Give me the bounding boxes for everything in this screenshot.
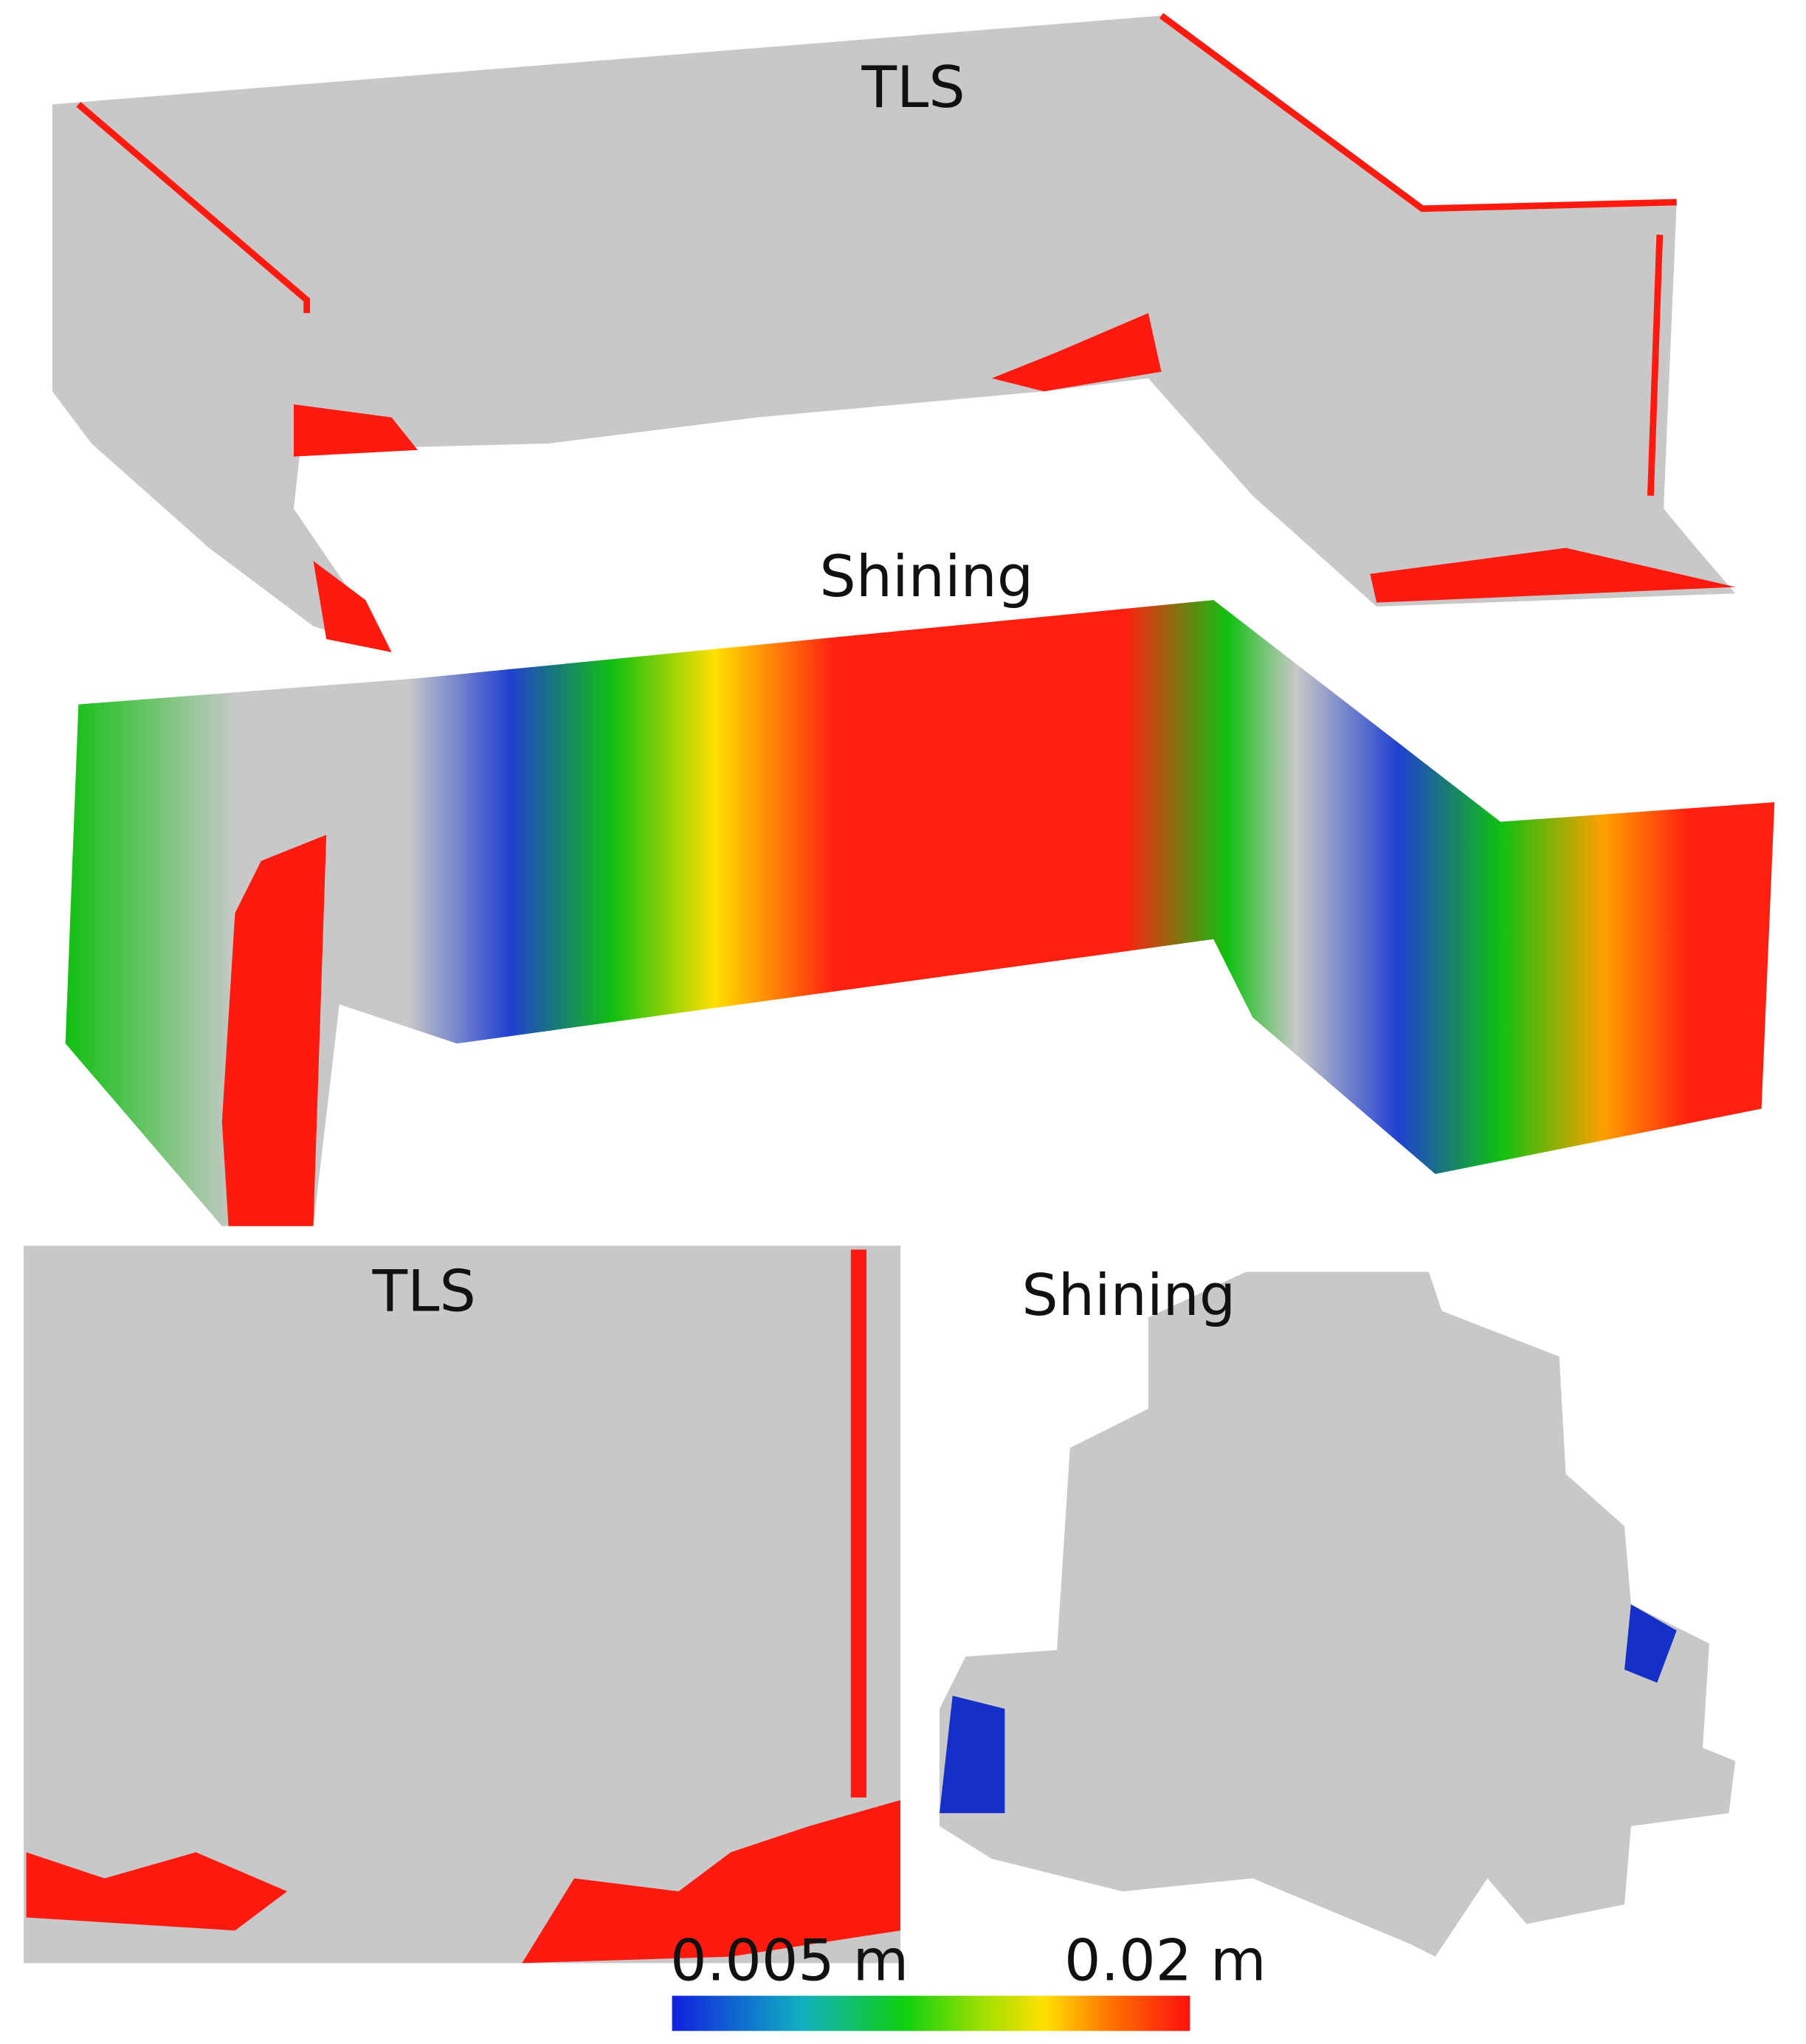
tls-panel xyxy=(52,13,1736,652)
panel-label: TLS xyxy=(372,1259,476,1325)
point-cloud xyxy=(65,600,1775,1226)
panel-label: Shining xyxy=(819,544,1033,610)
colorbar-max-label: 0.02 m xyxy=(1064,1927,1266,1994)
tls-detail-panel xyxy=(24,1246,900,1964)
shining-detail-panel xyxy=(939,1271,1736,1957)
deviation xyxy=(850,1249,867,1798)
edge xyxy=(1647,235,1664,496)
deviation xyxy=(293,404,418,457)
edge xyxy=(1159,13,1677,213)
shining-panel xyxy=(65,600,1775,1226)
deviation xyxy=(522,1800,900,1964)
deviation xyxy=(221,835,327,1226)
point-cloud xyxy=(52,15,1736,652)
deviation xyxy=(313,561,392,652)
panel-label: Shining xyxy=(1021,1263,1235,1329)
point-cloud xyxy=(24,1246,900,1964)
deviation xyxy=(939,1696,1005,1814)
edge xyxy=(76,102,311,314)
colorbar-min-label: 0.005 m xyxy=(670,1927,909,1994)
point-cloud xyxy=(939,1271,1736,1957)
colorbar-gradient xyxy=(672,1995,1190,2031)
deviation xyxy=(26,1852,288,1931)
deviation xyxy=(991,313,1162,392)
colorbar xyxy=(672,1995,1190,2031)
deviation xyxy=(1624,1604,1677,1683)
deviation xyxy=(1370,548,1736,603)
panel-label: TLS xyxy=(861,55,965,121)
